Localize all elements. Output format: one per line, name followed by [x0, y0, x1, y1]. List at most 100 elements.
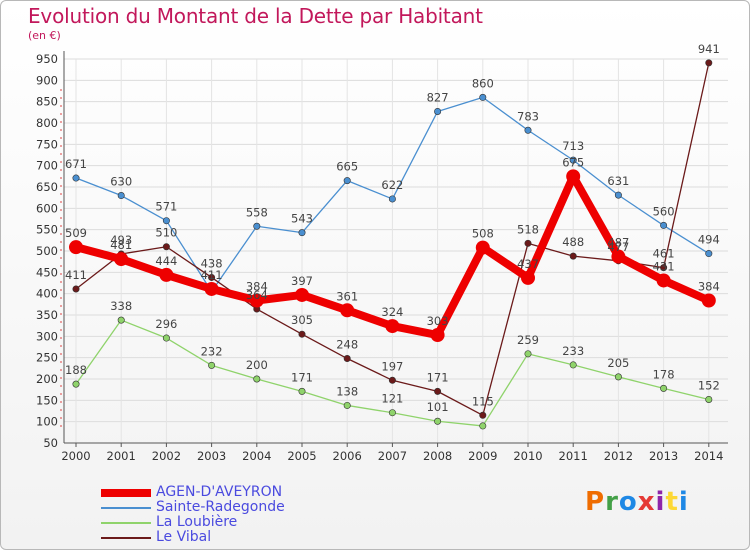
y-tick-label-900: 900 — [36, 73, 58, 87]
data-label-le-vibal-2008: 171 — [427, 370, 449, 384]
point-sainte-radegonde-2011 — [569, 156, 577, 164]
logo-letter: i — [678, 487, 689, 517]
data-label-le-vibal-2003: 438 — [201, 256, 223, 270]
logo-letter: r — [605, 487, 619, 517]
x-tick-label-2010: 2010 — [513, 449, 542, 463]
point-sainte-radegonde-2014 — [705, 250, 713, 258]
data-label-la-loubi-re-2008: 101 — [427, 400, 449, 414]
data-label-la-loubi-re-2010: 259 — [517, 333, 539, 347]
data-label-la-loubi-re-2003: 232 — [201, 344, 223, 358]
point-le-vibal-2014 — [705, 59, 713, 67]
legend-item-la-loubiere: La Loubière — [101, 514, 361, 531]
legend-swatch-agen-d-aveyron — [101, 489, 151, 497]
point-agen-d-aveyron-2005 — [295, 287, 309, 302]
point-la-loubi-re-2009 — [479, 422, 487, 430]
point-agen-d-aveyron-2012 — [611, 249, 626, 264]
data-label-sainte-radegonde-2005: 543 — [291, 212, 313, 226]
point-agen-d-aveyron-2002 — [159, 267, 174, 282]
point-la-loubi-re-2001 — [117, 316, 125, 324]
data-label-agen-d-aveyron-2012: 487 — [607, 236, 629, 250]
data-label-le-vibal-2000: 411 — [65, 268, 87, 282]
point-le-vibal-2002 — [162, 243, 170, 251]
point-agen-d-aveyron-2010 — [521, 270, 535, 285]
legend-swatch-sainte-radegonde — [101, 507, 151, 509]
point-le-vibal-2005 — [298, 330, 306, 338]
point-agen-d-aveyron-2000 — [69, 240, 83, 255]
proxiti-logo: Proxiti — [585, 487, 689, 517]
point-la-loubi-re-2013 — [660, 384, 668, 392]
point-le-vibal-2008 — [434, 387, 442, 395]
point-agen-d-aveyron-2009 — [475, 240, 490, 255]
data-label-la-loubi-re-2004: 200 — [246, 358, 268, 372]
y-tick-label-450: 450 — [36, 265, 58, 279]
y-tick-label-850: 850 — [36, 95, 58, 109]
point-la-loubi-re-2007 — [388, 409, 396, 417]
point-sainte-radegonde-2007 — [388, 195, 396, 203]
chart-title: Evolution du Montant de la Dette par Hab… — [28, 4, 483, 28]
data-label-le-vibal-2004: 364 — [246, 288, 268, 302]
axes: 50 100 150 200 250 300 350 400 450 500 550 600 650 70… — [36, 51, 728, 463]
point-la-loubi-re-2002 — [162, 334, 170, 342]
point-la-loubi-re-2004 — [253, 375, 261, 383]
data-label-sainte-radegonde-2001: 630 — [110, 175, 132, 189]
x-tick-label-2014: 2014 — [694, 449, 723, 463]
point-la-loubi-re-2005 — [298, 387, 306, 395]
point-la-loubi-re-2008 — [434, 417, 442, 425]
point-la-loubi-re-2006 — [343, 401, 351, 409]
logo-letter: o — [618, 487, 638, 517]
y-tick-label-350: 350 — [36, 308, 58, 322]
data-labels: 671 630 571 558 543 665 622 827 860 783 713 631 560 4… — [65, 42, 720, 414]
y-tick-label-400: 400 — [36, 287, 58, 301]
data-label-sainte-radegonde-2014: 494 — [698, 233, 720, 247]
data-label-la-loubi-re-2012: 205 — [607, 356, 629, 370]
data-label-sainte-radegonde-2011: 713 — [562, 139, 584, 153]
point-sainte-radegonde-2010 — [524, 126, 532, 134]
y-tick-label-500: 500 — [36, 244, 58, 258]
x-tick-label-2006: 2006 — [333, 449, 362, 463]
x-tick-label-2005: 2005 — [287, 449, 316, 463]
y-tick-label-600: 600 — [36, 201, 58, 215]
data-label-sainte-radegonde-2002: 571 — [155, 200, 177, 214]
chart-subtitle: (en €) — [28, 29, 61, 42]
data-label-agen-d-aveyron-2009: 508 — [472, 227, 494, 241]
data-label-la-loubi-re-2014: 152 — [698, 378, 720, 392]
point-le-vibal-2010 — [524, 239, 532, 247]
data-label-agen-d-aveyron-2002: 444 — [155, 254, 177, 268]
data-label-sainte-radegonde-2004: 558 — [246, 205, 268, 219]
point-le-vibal-2007 — [388, 376, 396, 384]
legend-swatch-la-loubiere — [101, 522, 151, 524]
x-tick-label-2007: 2007 — [378, 449, 407, 463]
point-agen-d-aveyron-2008 — [430, 328, 445, 343]
y-tick-label-950: 950 — [36, 52, 58, 66]
logo-letter: t — [665, 487, 679, 517]
point-le-vibal-2003 — [208, 273, 216, 281]
point-la-loubi-re-2003 — [208, 361, 216, 369]
data-label-la-loubi-re-2011: 233 — [562, 344, 584, 358]
data-label-agen-d-aveyron-2013: 431 — [653, 259, 675, 273]
data-label-agen-d-aveyron-2001: 481 — [110, 238, 132, 252]
data-label-agen-d-aveyron-2007: 324 — [381, 305, 403, 319]
x-tick-label-2000: 2000 — [61, 449, 90, 463]
data-label-la-loubi-re-2001: 338 — [110, 299, 132, 313]
y-tick-label-200: 200 — [36, 372, 58, 386]
legend-item-sainte-radegonde: Sainte-Radegonde — [101, 499, 361, 516]
data-label-agen-d-aveyron-2004: 384 — [246, 279, 268, 293]
point-agen-d-aveyron-2007 — [385, 319, 400, 334]
point-sainte-radegonde-2008 — [434, 107, 442, 115]
point-agen-d-aveyron-2004 — [249, 293, 264, 308]
legend-swatch-le-vibal — [101, 537, 151, 539]
data-label-la-loubi-re-2006: 138 — [336, 384, 358, 398]
data-label-le-vibal-2011: 488 — [562, 235, 584, 249]
point-agen-d-aveyron-2013 — [656, 273, 671, 288]
x-tick-label-2009: 2009 — [468, 449, 497, 463]
data-label-agen-d-aveyron-2000: 509 — [65, 226, 87, 240]
data-label-sainte-radegonde-2000: 671 — [65, 157, 87, 171]
legend-label-la-loubiere: La Loubière — [156, 514, 238, 530]
y-tick-label-700: 700 — [36, 159, 58, 173]
data-label-agen-d-aveyron-2003: 411 — [201, 268, 223, 282]
point-le-vibal-2013 — [660, 264, 668, 272]
logo-letter: x — [637, 487, 656, 517]
point-sainte-radegonde-2001 — [117, 192, 125, 200]
legend: AGEN-D'AVEYRON Sainte-Radegonde La Loubi… — [101, 484, 361, 546]
